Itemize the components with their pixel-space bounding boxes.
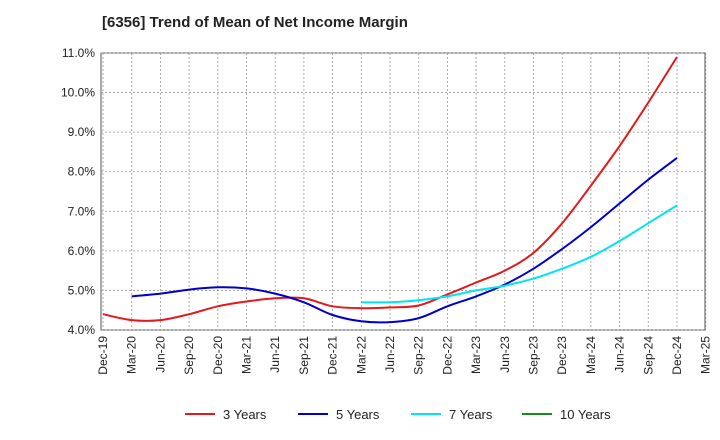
x-tick-label: Jun-20 bbox=[153, 336, 167, 373]
x-tick-label: Dec-19 bbox=[96, 336, 110, 375]
x-tick-label: Mar-21 bbox=[240, 336, 254, 374]
y-tick-label: 5.0% bbox=[68, 283, 96, 297]
y-tick-label: 8.0% bbox=[68, 165, 96, 179]
x-tick-label: Jun-21 bbox=[268, 336, 282, 373]
series-line-3-years bbox=[102, 56, 678, 322]
x-tick-label: Dec-22 bbox=[440, 336, 454, 375]
x-tick-label: Sep-24 bbox=[641, 336, 655, 375]
x-tick-label: Mar-23 bbox=[469, 336, 483, 374]
x-tick-label: Sep-20 bbox=[182, 336, 196, 375]
chart-title: [6356] Trend of Mean of Net Income Margi… bbox=[102, 14, 408, 31]
series-lines bbox=[102, 56, 678, 324]
x-tick-label: Sep-22 bbox=[412, 336, 426, 375]
x-tick-label: Jun-22 bbox=[383, 336, 397, 373]
legend-label: 7 Years bbox=[449, 407, 493, 422]
y-tick-label: 6.0% bbox=[68, 244, 96, 258]
x-tick-label: Dec-24 bbox=[670, 336, 684, 375]
x-tick-label: Sep-23 bbox=[527, 336, 541, 375]
series-line-5-years bbox=[131, 157, 678, 324]
legend-label: 10 Years bbox=[560, 407, 611, 422]
x-tick-label: Mar-25 bbox=[699, 336, 713, 374]
x-tick-label: Mar-24 bbox=[584, 336, 598, 374]
x-tick-label: Jun-24 bbox=[613, 336, 627, 373]
x-tick-label: Jun-23 bbox=[498, 336, 512, 373]
y-tick-label: 7.0% bbox=[68, 204, 96, 218]
grid-lines bbox=[101, 52, 707, 331]
x-tick-label: Mar-20 bbox=[125, 336, 139, 374]
legend-label: 3 Years bbox=[223, 407, 267, 422]
y-tick-label: 10.0% bbox=[61, 86, 95, 100]
y-axis-ticks: 4.0% 5.0% 6.0% 7.0% 8.0% 9.0% 10.0% 11.0% bbox=[61, 46, 95, 337]
x-tick-label: Mar-22 bbox=[354, 336, 368, 374]
x-tick-label: Dec-20 bbox=[211, 336, 225, 375]
plot-area-frame bbox=[100, 52, 706, 331]
legend-label: 5 Years bbox=[336, 407, 380, 422]
x-axis-ticks: Dec-19 Mar-20 Jun-20 Sep-20 Dec-20 Mar-21 Jun-… bbox=[96, 336, 713, 375]
x-tick-label: Sep-21 bbox=[297, 336, 311, 375]
y-tick-label: 4.0% bbox=[68, 323, 96, 337]
legend: 3 Years 5 Years 7 Years 10 Years bbox=[185, 407, 611, 422]
series-line-7-years bbox=[361, 204, 678, 304]
x-tick-label: Dec-23 bbox=[555, 336, 569, 375]
x-tick-label: Dec-21 bbox=[326, 336, 340, 375]
y-tick-label: 9.0% bbox=[68, 125, 96, 139]
y-tick-label: 11.0% bbox=[62, 46, 95, 60]
